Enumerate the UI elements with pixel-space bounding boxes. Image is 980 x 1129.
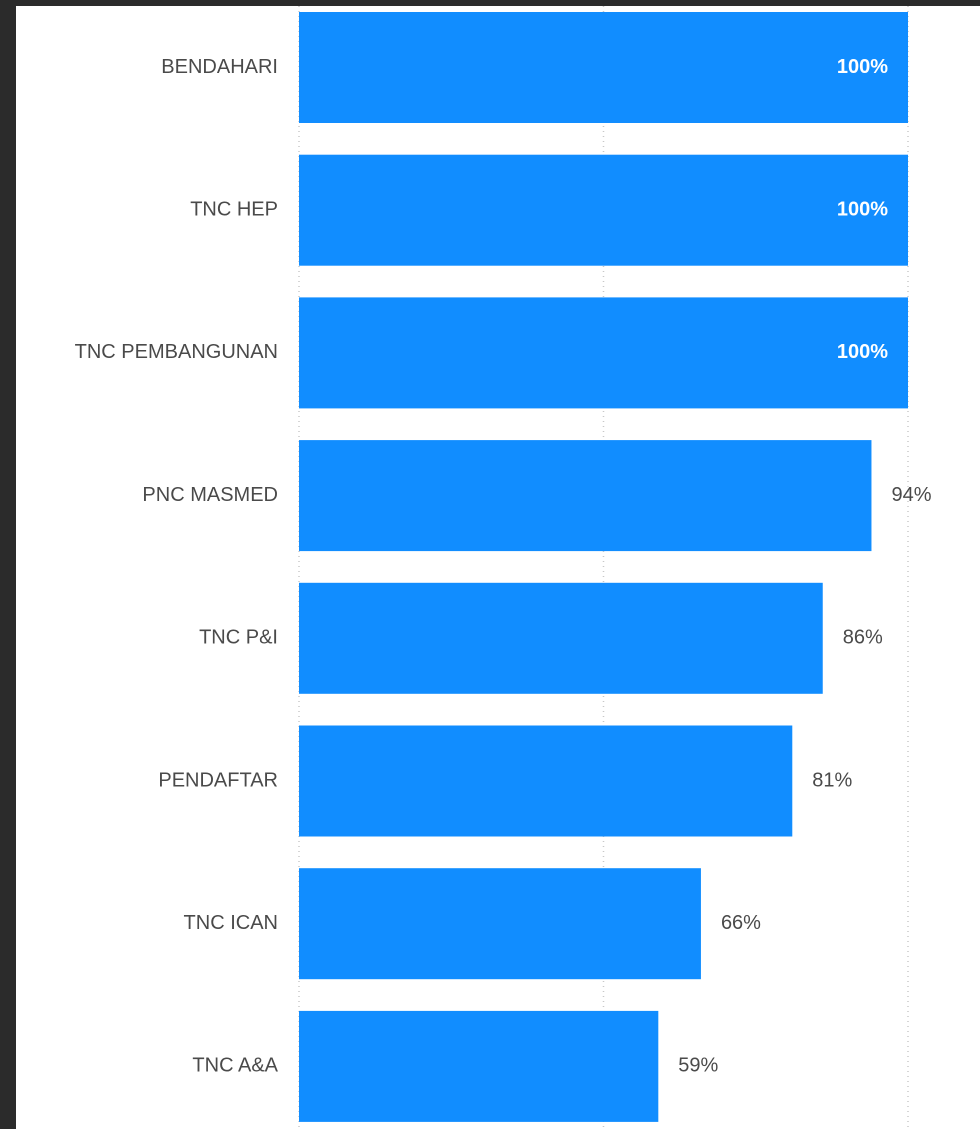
category-label: PNC MASMED <box>142 484 278 506</box>
data-label: 100% <box>837 341 888 363</box>
chart-panel: BENDAHARI 100% TNC HEP 100% TNC PEMBANGUNAN 1… <box>16 6 980 1129</box>
bar[interactable] <box>299 297 908 408</box>
data-label: 100% <box>837 56 888 78</box>
category-label: BENDAHARI <box>161 56 278 78</box>
category-label: TNC P&I <box>199 627 278 649</box>
data-label: 100% <box>837 198 888 220</box>
bar-group[interactable]: TNC A&A 59% <box>192 1011 718 1122</box>
bar-group[interactable]: TNC HEP 100% <box>190 155 908 266</box>
bar[interactable] <box>299 155 908 266</box>
category-label: TNC PEMBANGUNAN <box>75 341 278 363</box>
data-label: 81% <box>812 769 852 791</box>
category-label: TNC ICAN <box>184 912 278 934</box>
bar-chart: BENDAHARI 100% TNC HEP 100% TNC PEMBANGUNAN 1… <box>16 6 980 1129</box>
bar[interactable] <box>299 726 792 837</box>
bar[interactable] <box>299 583 823 694</box>
category-label: PENDAFTAR <box>158 769 278 791</box>
data-label: 86% <box>843 627 883 649</box>
data-label: 94% <box>891 484 931 506</box>
category-label: TNC HEP <box>190 198 278 220</box>
bar-group[interactable]: PENDAFTAR 81% <box>158 726 852 837</box>
bar[interactable] <box>299 440 871 551</box>
bar[interactable] <box>299 12 908 123</box>
bar[interactable] <box>299 1011 658 1122</box>
bar-group[interactable]: BENDAHARI 100% <box>161 12 908 123</box>
data-label: 66% <box>721 912 761 934</box>
bar[interactable] <box>299 868 701 979</box>
bar-group[interactable]: PNC MASMED 94% <box>142 440 931 551</box>
bar-group[interactable]: TNC P&I 86% <box>199 583 883 694</box>
data-label: 59% <box>678 1055 718 1077</box>
bar-group[interactable]: TNC ICAN 66% <box>184 868 762 979</box>
category-label: TNC A&A <box>192 1055 278 1077</box>
bar-group[interactable]: TNC PEMBANGUNAN 100% <box>75 297 908 408</box>
